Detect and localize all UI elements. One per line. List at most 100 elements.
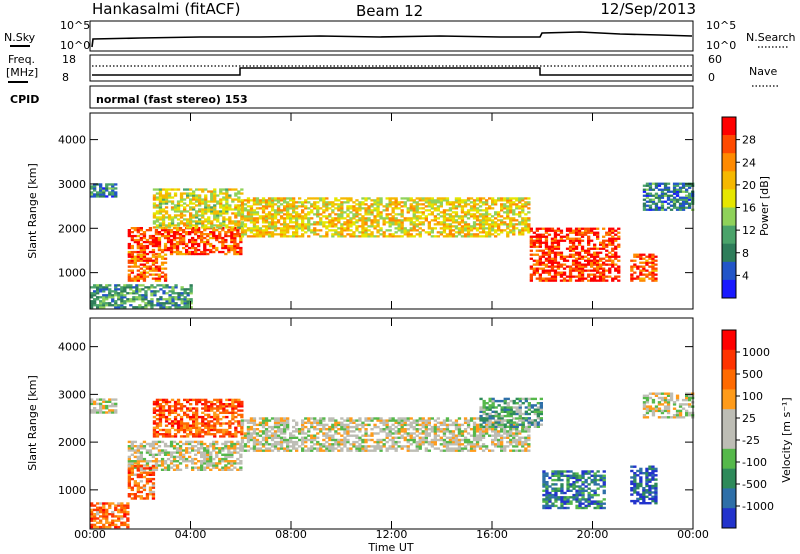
echo-cell: [334, 217, 338, 220]
echo-cell: [361, 201, 365, 204]
echo-cell: [409, 205, 413, 208]
nave-tick-bottom: 0: [708, 71, 715, 84]
echo-cell: [478, 213, 483, 216]
echo-cell: [614, 255, 618, 258]
echo-cell: [430, 425, 434, 429]
echo-cell: [230, 233, 234, 236]
beam-title: Beam 12: [356, 2, 423, 20]
echo-cell: [500, 428, 504, 431]
echo-cell: [183, 296, 187, 299]
echo-cell: [93, 195, 97, 198]
echo-cell: [304, 213, 308, 216]
echo-cell: [460, 211, 465, 214]
echo-cell: [150, 298, 154, 301]
echo-cell: [233, 240, 237, 244]
echo-cell: [167, 409, 172, 412]
echo-cell: [200, 462, 204, 465]
echo-cell: [544, 239, 549, 242]
echo-cell: [172, 242, 177, 246]
echo-cell: [255, 213, 260, 216]
echo-cell: [379, 217, 383, 220]
echo-cell: [669, 208, 674, 211]
echo-cell: [494, 201, 498, 204]
echo-cell: [322, 209, 326, 212]
echo-cell: [451, 447, 456, 450]
echo-cell: [310, 217, 314, 220]
echo-cell: [391, 438, 395, 442]
echo-cell: [186, 302, 190, 305]
echo-cell: [568, 249, 573, 252]
echo-cell: [593, 275, 597, 278]
echo-cell: [141, 284, 145, 287]
echo-cell: [173, 428, 178, 432]
echo-cell: [391, 235, 395, 238]
echo-cell: [164, 202, 169, 205]
echo-cell: [243, 419, 248, 422]
echo-cell: [331, 438, 335, 442]
echo-cell: [198, 398, 202, 402]
echo-cell: [418, 428, 422, 431]
echo-cell: [276, 219, 281, 222]
echo-cell: [436, 221, 440, 224]
echo-cell: [430, 438, 434, 442]
echo-cell: [210, 194, 214, 197]
echo-cell: [258, 443, 263, 446]
echo-cell: [310, 440, 314, 444]
echo-cell: [485, 447, 489, 450]
echo-cell: [252, 443, 257, 446]
echo-cell: [169, 445, 174, 448]
echo-cell: [524, 221, 528, 224]
echo-cell: [175, 447, 180, 450]
echo-cell: [141, 306, 145, 309]
echo-cell: [535, 271, 539, 274]
echo-cell: [255, 432, 260, 435]
echo-cell: [379, 449, 383, 452]
echo-cell: [93, 402, 97, 406]
echo-cell: [454, 425, 459, 429]
echo-cell: [261, 231, 266, 234]
echo-cell: [313, 428, 317, 431]
echo-cell: [587, 261, 591, 264]
echo-cell: [130, 497, 134, 500]
echo-cell: [310, 205, 314, 208]
echo-cell: [521, 221, 525, 224]
echo-cell: [307, 438, 311, 442]
echo-cell: [108, 183, 112, 186]
echo-cell: [276, 227, 281, 230]
echo-cell: [445, 199, 450, 202]
echo-cell: [292, 215, 296, 218]
echo-cell: [185, 466, 189, 469]
echo-cell: [593, 247, 597, 250]
echo-cell: [176, 200, 181, 203]
echo-cell: [506, 440, 510, 444]
echo-cell: [602, 239, 606, 242]
echo-cell: [198, 198, 202, 201]
echo-cell: [133, 462, 137, 465]
echo-cell: [421, 199, 425, 202]
echo-cell: [171, 292, 175, 295]
echo-cell: [580, 247, 585, 250]
echo-cell: [463, 203, 468, 206]
echo-cell: [170, 188, 175, 191]
echo-cell: [209, 453, 213, 456]
echo-cell: [160, 261, 165, 264]
echo-cell: [219, 422, 223, 425]
echo-cell: [370, 434, 374, 437]
echo-cell: [224, 460, 228, 463]
echo-cell: [556, 251, 561, 254]
echo-cell: [234, 188, 238, 191]
echo-cell: [160, 255, 165, 258]
echo-cell: [236, 242, 240, 246]
echo-cell: [175, 242, 180, 246]
echo-cell: [108, 404, 112, 408]
echo-cell: [611, 243, 615, 246]
echo-cell: [481, 221, 486, 224]
echo-cell: [150, 290, 154, 293]
echo-cell: [231, 405, 235, 408]
echo-cell: [373, 215, 377, 218]
echo-cell: [96, 306, 100, 309]
echo-cell: [270, 209, 275, 212]
echo-cell: [325, 197, 329, 200]
echo-cell: [171, 304, 175, 307]
echo-cell: [337, 203, 341, 206]
